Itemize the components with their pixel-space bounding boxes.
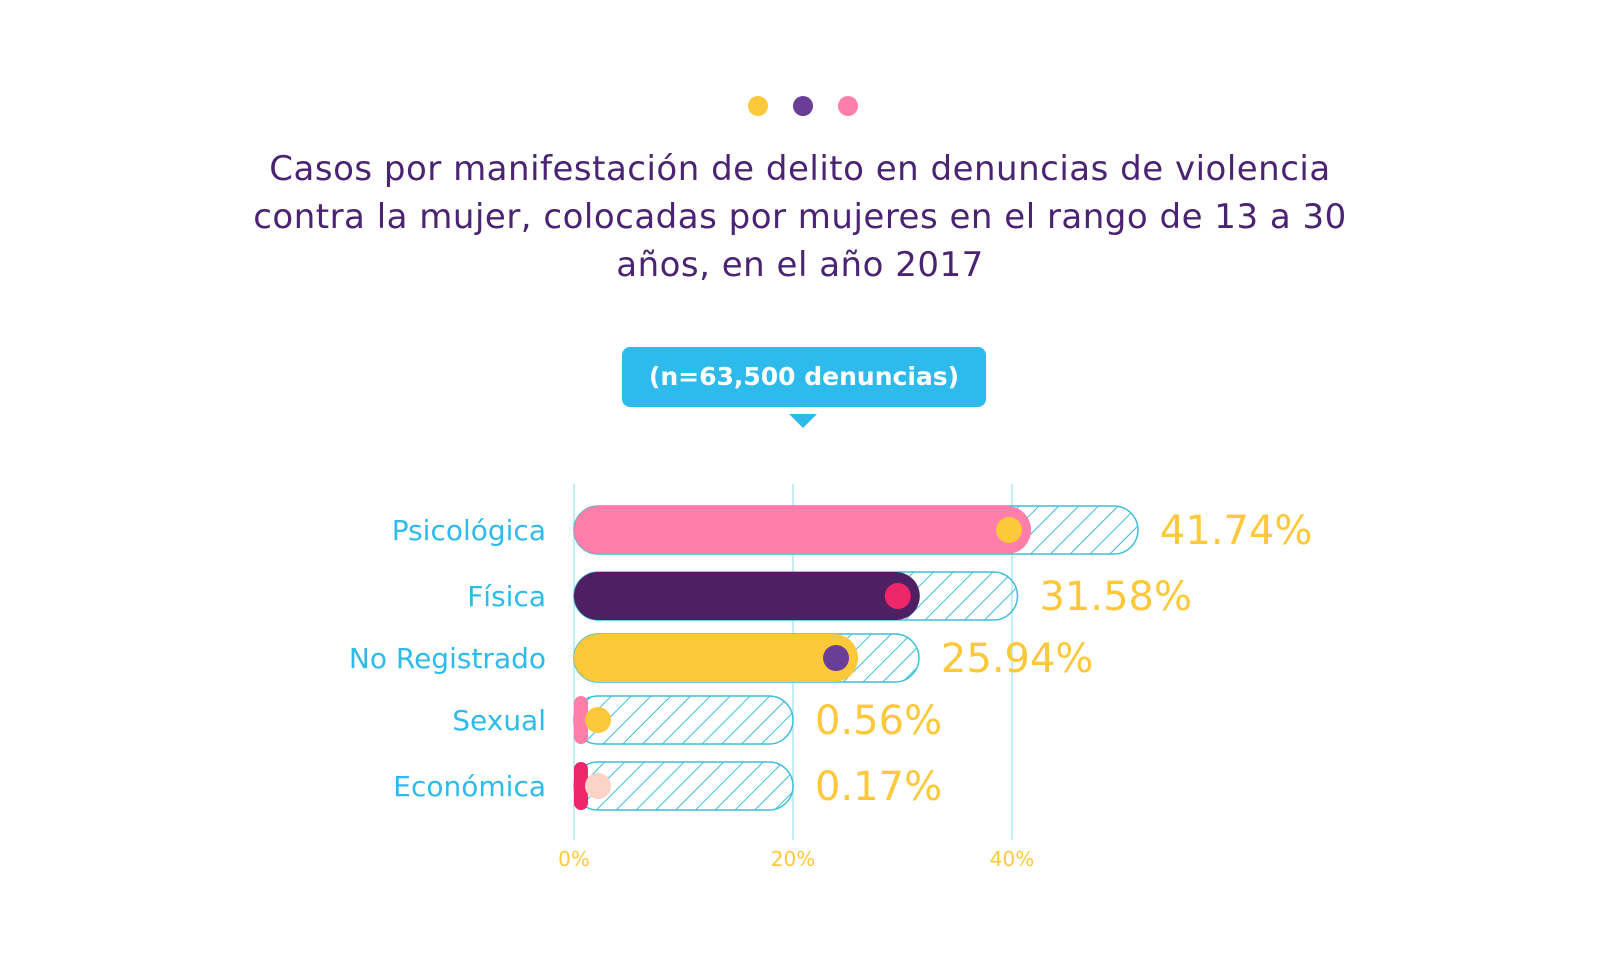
decorative-dot-icon bbox=[793, 96, 813, 116]
value-label: 31.58% bbox=[1039, 574, 1192, 620]
title-line-1: Casos por manifestación de delito en den… bbox=[269, 149, 1331, 189]
bar-marker bbox=[884, 583, 911, 609]
value-label: 25.94% bbox=[941, 636, 1094, 682]
title-line-2: contra la mujer, colocadas por mujeres e… bbox=[253, 197, 1347, 237]
bar-marker bbox=[823, 645, 850, 671]
value-label: 0.17% bbox=[815, 764, 942, 810]
x-tick-label: 20% bbox=[771, 847, 815, 871]
bar bbox=[574, 762, 588, 810]
x-tick-label: 40% bbox=[990, 847, 1034, 871]
bar bbox=[574, 506, 1032, 554]
x-tick-label: 0% bbox=[558, 847, 590, 871]
category-label: No Registrado bbox=[349, 642, 546, 675]
category-label: Psicológica bbox=[392, 514, 546, 547]
badge-pointer-icon bbox=[789, 414, 817, 428]
sample-size-badge: (n=63,500 denuncias) bbox=[622, 347, 986, 407]
bar-marker bbox=[585, 773, 611, 799]
bar bbox=[574, 634, 859, 682]
title-line-3: años, en el año 2017 bbox=[616, 245, 984, 285]
value-label: 0.56% bbox=[815, 698, 942, 744]
decorative-dot-icon bbox=[838, 96, 858, 116]
bar bbox=[574, 572, 920, 620]
bar-marker bbox=[585, 707, 611, 733]
bar-marker bbox=[996, 517, 1023, 543]
category-label: Sexual bbox=[452, 704, 546, 737]
category-label: Económica bbox=[393, 770, 546, 803]
decorative-dot-icon bbox=[748, 96, 768, 116]
value-label: 41.74% bbox=[1160, 508, 1313, 554]
chart-title: Casos por manifestación de delito en den… bbox=[150, 145, 1450, 289]
category-label: Física bbox=[467, 580, 546, 613]
bar bbox=[574, 696, 588, 744]
